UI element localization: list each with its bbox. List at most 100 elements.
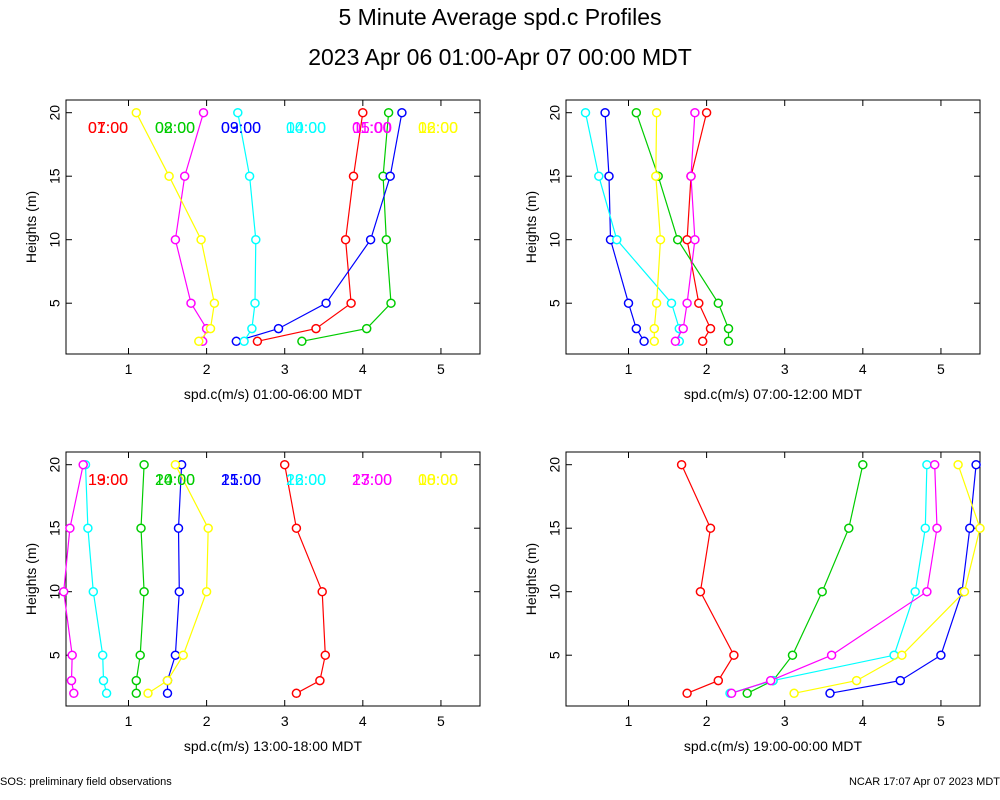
x-axis-label: spd.c(m/s) 13:00-18:00 MDT (184, 738, 363, 754)
x-tick-label: 5 (937, 361, 945, 377)
data-point (239, 336, 249, 347)
data-point (858, 459, 868, 470)
data-point (164, 171, 174, 181)
data-point (231, 336, 242, 347)
data-point (131, 688, 142, 699)
data-point (936, 650, 946, 660)
y-tick-label: 5 (46, 651, 62, 659)
data-point (666, 298, 677, 308)
series-line-06:00 (135, 112, 216, 342)
legend-entry: 07:00 (88, 120, 128, 137)
data-point (787, 650, 798, 660)
data-point (247, 323, 257, 334)
x-tick-label: 1 (125, 361, 133, 377)
data-point (897, 650, 907, 660)
series-line-19:00 (681, 464, 735, 694)
data-point (83, 523, 93, 533)
data-point (98, 675, 109, 686)
y-tick-label: 20 (546, 105, 562, 121)
legend-entry: 21:00 (221, 472, 261, 489)
legend-entry: 05:00 (352, 120, 392, 137)
data-point (397, 107, 407, 118)
data-point (66, 675, 77, 686)
y-tick-label: 10 (46, 584, 62, 600)
y-axis-label: Heights (m) (523, 191, 539, 263)
data-point (817, 586, 827, 597)
series-line-13:00 (284, 464, 326, 694)
y-tick-label: 5 (546, 299, 562, 307)
y-tick-label: 20 (546, 457, 562, 473)
data-point (825, 688, 835, 699)
legend-entry: 02:00 (155, 120, 195, 137)
series-line-08:00 (635, 112, 730, 342)
y-tick-label: 5 (46, 299, 62, 307)
data-point (346, 298, 356, 308)
plot-frame (65, 99, 481, 355)
plot-frame (65, 451, 481, 707)
data-point (639, 336, 649, 347)
data-point (723, 336, 734, 347)
x-tick-label: 2 (703, 713, 711, 729)
data-point (697, 336, 708, 347)
x-axis-label: spd.c(m/s) 01:00-06:00 MDT (184, 386, 363, 402)
x-tick-label: 5 (437, 361, 445, 377)
data-point (844, 523, 854, 533)
y-tick-label: 20 (46, 105, 62, 121)
data-point (173, 523, 184, 533)
data-point (690, 234, 700, 245)
data-point (386, 298, 396, 308)
data-point (78, 459, 88, 470)
data-point (205, 323, 216, 334)
data-point (170, 234, 181, 245)
data-point (676, 459, 687, 470)
data-point (705, 323, 716, 334)
data-point (600, 107, 610, 118)
legend-entry: 10:00 (286, 120, 326, 137)
data-point (651, 171, 661, 181)
data-point (929, 459, 940, 470)
data-point (723, 323, 734, 334)
x-tick-label: 2 (203, 361, 211, 377)
data-point (631, 323, 642, 334)
series-line-00:00 (793, 464, 981, 694)
data-point (340, 234, 351, 245)
data-point (895, 675, 906, 686)
data-point (678, 323, 688, 334)
data-point (670, 336, 681, 347)
data-point (922, 459, 932, 470)
data-point (136, 523, 146, 533)
data-point (178, 650, 188, 660)
data-point (920, 523, 931, 533)
y-axis-label: Heights (m) (523, 543, 539, 615)
legend-entry: 15:00 (221, 472, 261, 489)
data-point (381, 234, 392, 245)
data-point (131, 675, 142, 686)
data-point (965, 523, 975, 533)
data-point (65, 523, 75, 533)
data-point (131, 107, 142, 118)
data-point (959, 586, 970, 597)
series-line-02:00 (301, 112, 392, 342)
data-point (932, 523, 942, 533)
data-point (690, 107, 700, 118)
data-point (910, 586, 920, 597)
data-point (67, 650, 77, 660)
data-point (765, 675, 776, 686)
data-point (694, 298, 704, 308)
data-point (742, 688, 752, 699)
data-point (135, 650, 145, 660)
data-point (365, 234, 376, 245)
y-tick-label: 10 (46, 232, 62, 248)
data-point (251, 234, 261, 245)
series-line-21:00 (829, 464, 977, 694)
data-point (143, 688, 153, 699)
data-point (726, 688, 737, 699)
data-point (139, 459, 149, 470)
data-point (631, 107, 642, 118)
data-point (101, 688, 112, 699)
y-axis-label: Heights (m) (23, 191, 39, 263)
data-point (385, 171, 395, 181)
legend-entry: 22:00 (286, 472, 326, 489)
data-point (162, 688, 173, 699)
data-point (315, 675, 325, 686)
